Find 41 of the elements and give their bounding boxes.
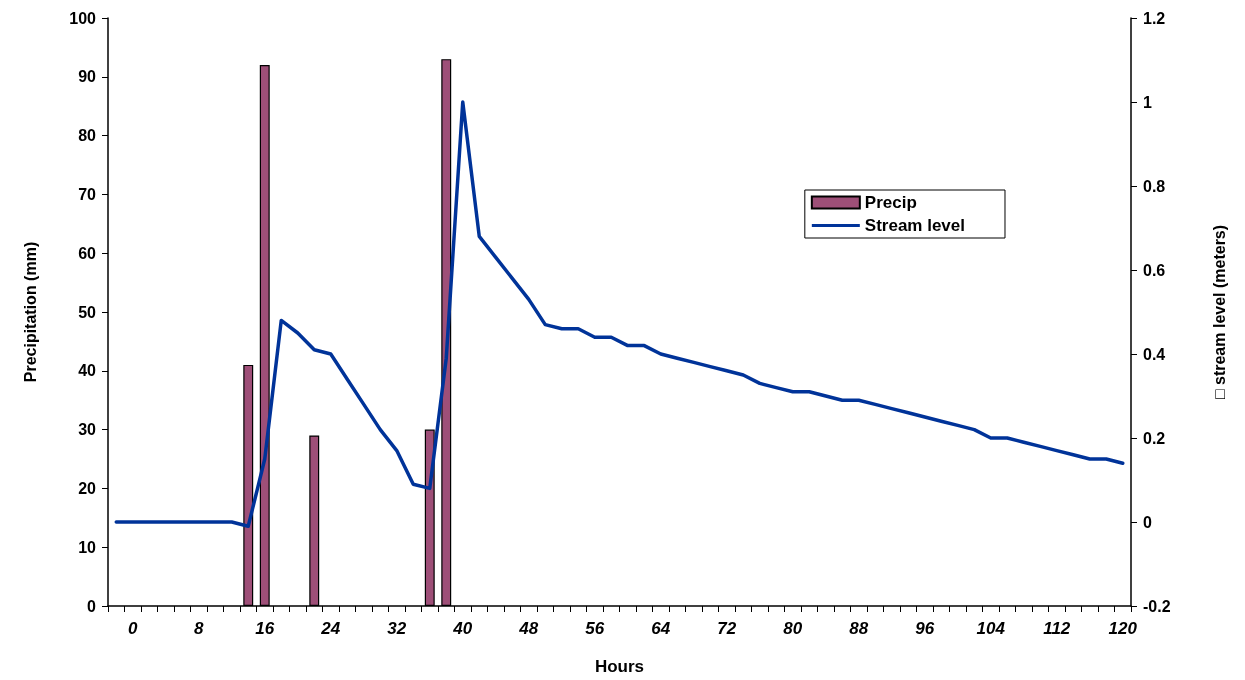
y-tick-label: 30 bbox=[78, 421, 97, 439]
x-tick-label: 40 bbox=[452, 619, 473, 638]
x-tick-label: 32 bbox=[387, 619, 407, 638]
y-tick-label: 90 bbox=[78, 68, 97, 86]
y-tick-label: 70 bbox=[78, 185, 97, 203]
y-tick-label: 50 bbox=[78, 303, 97, 321]
x-tick-label: 72 bbox=[717, 619, 737, 638]
x-tick-label: 88 bbox=[849, 619, 869, 638]
x-tick-label: 0 bbox=[128, 619, 139, 638]
x-tick-label: 80 bbox=[783, 619, 803, 638]
line-series bbox=[114, 100, 1125, 528]
y2-tick-label: 0.2 bbox=[1143, 429, 1166, 447]
x-tick-label: 48 bbox=[518, 619, 539, 638]
y-tick-label: 60 bbox=[78, 244, 97, 262]
y-tick-label: 80 bbox=[78, 127, 97, 145]
y-tick-label: 10 bbox=[78, 538, 97, 556]
y2-tick-label: 0.4 bbox=[1143, 345, 1166, 363]
y-tick-label: 20 bbox=[78, 479, 97, 497]
x-tick-label: 64 bbox=[651, 619, 671, 638]
y2-tick-label: 1.2 bbox=[1143, 9, 1166, 27]
y-tick-label: 0 bbox=[87, 597, 97, 615]
legend-label: Precip bbox=[864, 193, 917, 212]
y-tick-label: 100 bbox=[69, 9, 97, 27]
y2-tick-label: 0 bbox=[1143, 513, 1152, 531]
x-tick-label: 16 bbox=[255, 619, 275, 638]
y2-axis-title: □ stream level (meters) bbox=[1210, 224, 1228, 400]
x-tick-label: 96 bbox=[915, 619, 935, 638]
x-tick-label: 24 bbox=[320, 619, 341, 638]
x-tick-label: 104 bbox=[976, 619, 1006, 638]
y2-tick-label: 0.6 bbox=[1143, 261, 1166, 279]
x-tick-label: 56 bbox=[585, 619, 605, 638]
y2-tick-label: -0.2 bbox=[1143, 597, 1171, 615]
legend-label: Stream level bbox=[864, 216, 966, 235]
x-tick-label: 8 bbox=[194, 619, 205, 638]
x-tick-label: 112 bbox=[1043, 619, 1071, 638]
y2-tick-label: 1 bbox=[1143, 93, 1152, 111]
x-tick-label: 120 bbox=[1108, 619, 1138, 638]
x-axis-title: Hours bbox=[594, 657, 645, 676]
y-axis-title: Precipitation (mm) bbox=[21, 241, 39, 383]
y2-tick-label: 0.8 bbox=[1143, 177, 1166, 195]
y-tick-label: 40 bbox=[78, 362, 97, 380]
